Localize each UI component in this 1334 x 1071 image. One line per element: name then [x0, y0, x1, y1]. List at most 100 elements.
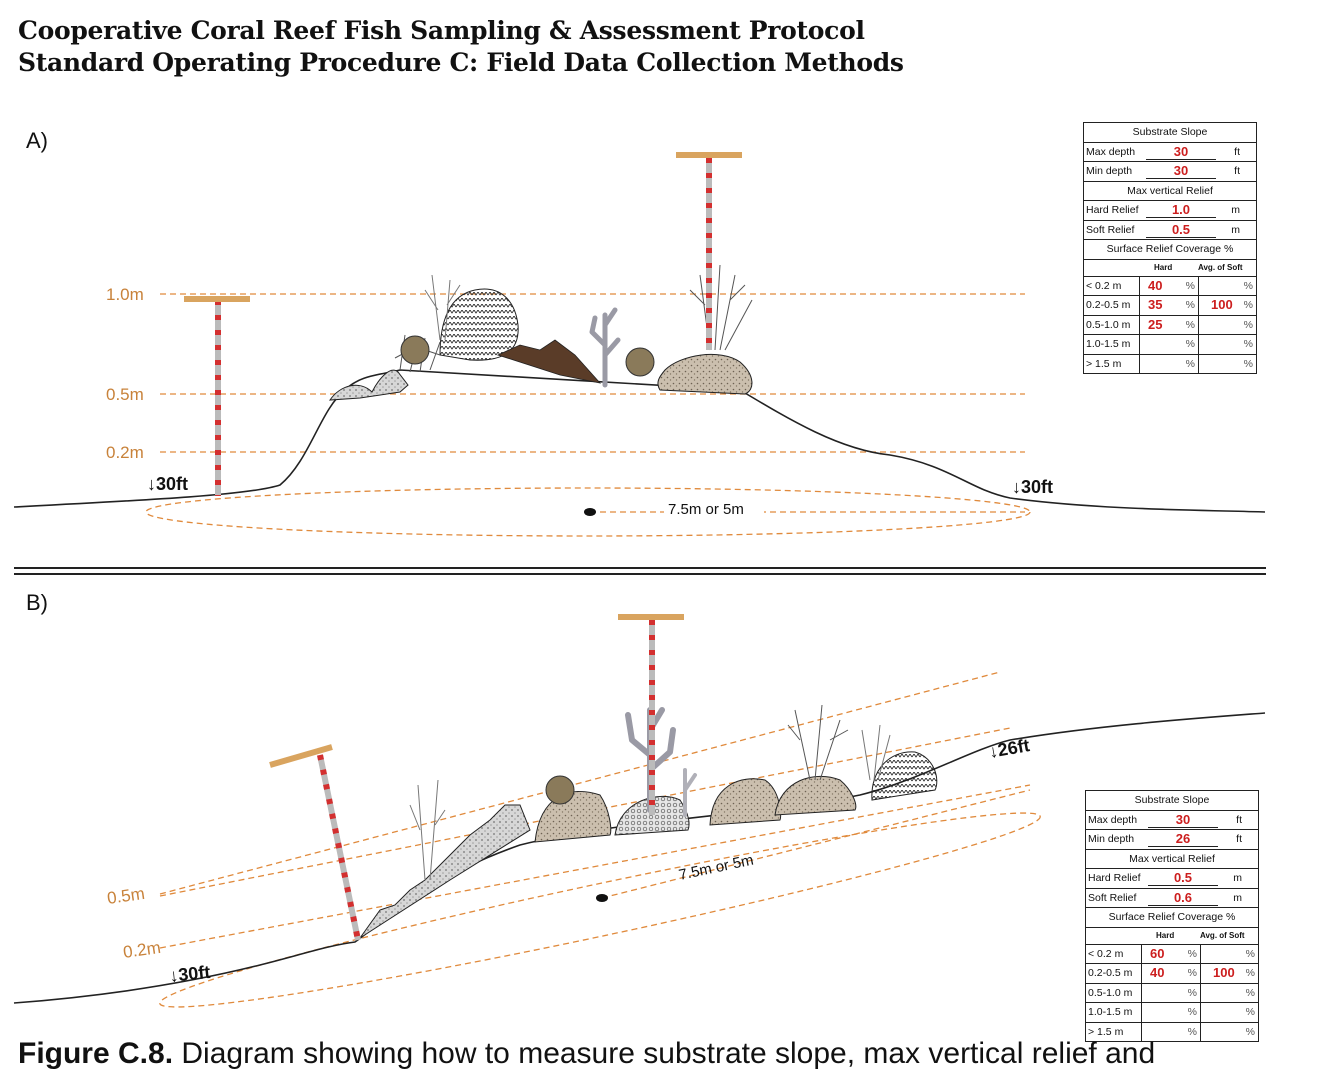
measuring-pole-left [269, 744, 361, 941]
coverage-header-row: Hard Avg. of Soft [1086, 928, 1258, 945]
soft-relief-unit: m [1233, 891, 1242, 904]
max-depth-label: Max depth [1086, 145, 1136, 158]
seafloor-profile [13, 712, 1266, 1004]
depth-marker-left: ↓30ft [147, 474, 188, 494]
branching-sea-fan-small [861, 724, 891, 781]
level-label-05m: 0.5m [106, 884, 146, 908]
coverage-row: 0.2-0.5 m 35% 100% [1084, 296, 1256, 316]
hard-cell: 35% [1140, 296, 1199, 315]
hard-boulder-zigzag [439, 288, 519, 361]
depth-marker-left-text: 30ft [177, 962, 211, 985]
min-depth-value: 30 [1146, 163, 1216, 179]
hard-pct: % [1187, 947, 1197, 960]
soft-relief-row: Soft Relief 0.5 m [1084, 221, 1256, 240]
soft-value: 100 [1213, 965, 1235, 980]
depth-marker-left-icon: ↓ [168, 965, 179, 986]
radius-label: 7.5m or 5m [668, 501, 744, 518]
box-title: Substrate Slope [1086, 791, 1258, 811]
soft-relief-value: 0.6 [1148, 890, 1218, 906]
hard-pct: % [1185, 299, 1195, 311]
hard-pct: % [1185, 338, 1195, 350]
level-lines [160, 293, 1025, 453]
hard-value: 40 [1148, 277, 1163, 293]
min-depth-label: Min depth [1086, 165, 1133, 177]
soft-relief-label: Soft Relief [1088, 891, 1137, 904]
coverage-row: 1.0-1.5 m%% [1084, 335, 1256, 355]
soft-coral-cluster-2 [625, 347, 655, 377]
hard-pct: % [1185, 318, 1195, 331]
hard-cell: 25% [1140, 315, 1199, 334]
hard-relief-row: Hard Relief 0.5 m [1086, 869, 1258, 889]
soft-pct: % [1245, 1006, 1255, 1018]
coverage-category: 0.2-0.5 m [1086, 964, 1142, 983]
level-line-upper [159, 671, 1001, 895]
coverage-title: Surface Relief Coverage % [1086, 908, 1258, 928]
dark-rock-patch [496, 339, 602, 384]
panel-a-diagram: 1.0m 0.5m 0.2m 7.5m or 5m ↓30ft ↓30ft [13, 152, 1266, 537]
radius-label: 7.5m or 5m [677, 852, 755, 884]
measuring-pole-center [618, 614, 684, 815]
depth-marker-right-text: 26ft [996, 735, 1031, 760]
soft-cell: % [1199, 277, 1256, 296]
soft-pct: % [1245, 1025, 1255, 1038]
coverage-row: < 0.2 m 60%% [1086, 944, 1258, 964]
depth-marker-right-text: 30ft [1021, 477, 1053, 497]
coverage-row: < 0.2 m 40%% [1084, 276, 1256, 296]
soft-cell: % [1199, 355, 1256, 374]
max-depth-row: Max depth 30 ft [1086, 811, 1258, 830]
hard-cell: 60% [1142, 944, 1201, 963]
coverage-header-row: Hard Avg. of Soft [1084, 260, 1256, 277]
soft-relief-value: 0.5 [1146, 222, 1216, 238]
document-title: Cooperative Coral Reef Fish Sampling & A… [18, 16, 865, 45]
soft-coral-cluster-1 [394, 334, 441, 373]
hard-relief-unit: m [1231, 204, 1240, 216]
max-depth-row: Max depth 30 ft [1084, 143, 1256, 162]
coverage-category: < 0.2 m [1086, 944, 1142, 963]
center-point [596, 894, 608, 902]
gray-gorgonian [589, 307, 621, 388]
coverage-category: 0.2-0.5 m [1084, 296, 1140, 315]
soft-cell: 100% [1199, 296, 1256, 315]
max-depth-value: 30 [1146, 144, 1216, 160]
soft-cell: 100% [1201, 964, 1258, 983]
min-depth-value: 26 [1148, 831, 1218, 847]
level-label-1m: 1.0m [106, 285, 144, 304]
branching-sea-fan-1 [424, 274, 461, 341]
hard-relief-row: Hard Relief 1.0 m [1084, 201, 1256, 221]
soft-pct: % [1243, 299, 1253, 311]
coverage-rows: < 0.2 m 60%% 0.2-0.5 m 40% 100% 0.5-1.0 m%% 1.… [1086, 944, 1258, 1041]
hard-value: 60 [1150, 945, 1165, 961]
soft-cell: % [1201, 945, 1258, 964]
level-label-05m: 0.5m [106, 385, 144, 404]
hard-header: Hard [1156, 930, 1175, 940]
soft-value: 100 [1211, 297, 1233, 312]
soft-cell: % [1201, 1003, 1258, 1022]
soft-pct: % [1243, 357, 1253, 370]
soft-cell: % [1199, 316, 1256, 335]
min-depth-label: Min depth [1088, 833, 1135, 845]
level-label-02m: 0.2m [122, 938, 162, 962]
gravel-boulder [657, 353, 753, 395]
soft-pct: % [1245, 986, 1255, 999]
hard-pct: % [1187, 967, 1197, 979]
hard-relief-value: 1.0 [1146, 202, 1216, 218]
coverage-row: > 1.5 m%% [1086, 1022, 1258, 1041]
gray-gorgonian-2 [683, 768, 697, 817]
hard-header: Hard [1154, 262, 1173, 272]
hard-pct: % [1187, 986, 1197, 999]
max-depth-label: Max depth [1088, 813, 1138, 826]
min-depth-unit: ft [1234, 165, 1240, 177]
coverage-category: 0.5-1.0 m [1084, 315, 1140, 334]
hard-relief-unit: m [1233, 872, 1242, 884]
soft-pct: % [1243, 318, 1253, 331]
hard-pct: % [1187, 1006, 1197, 1018]
hard-pct: % [1185, 357, 1195, 370]
coverage-row: 1.0-1.5 m%% [1086, 1003, 1258, 1023]
min-depth-row: Min depth 26 ft [1086, 830, 1258, 850]
depth-marker-right: ↓30ft [1012, 477, 1053, 497]
hard-value: 35 [1148, 297, 1163, 312]
hard-relief-label: Hard Relief [1088, 872, 1141, 884]
coverage-row: 0.5-1.0 m 25%% [1084, 315, 1256, 335]
branching-sea-fan-2 [689, 264, 753, 351]
panel-divider [14, 567, 1266, 569]
